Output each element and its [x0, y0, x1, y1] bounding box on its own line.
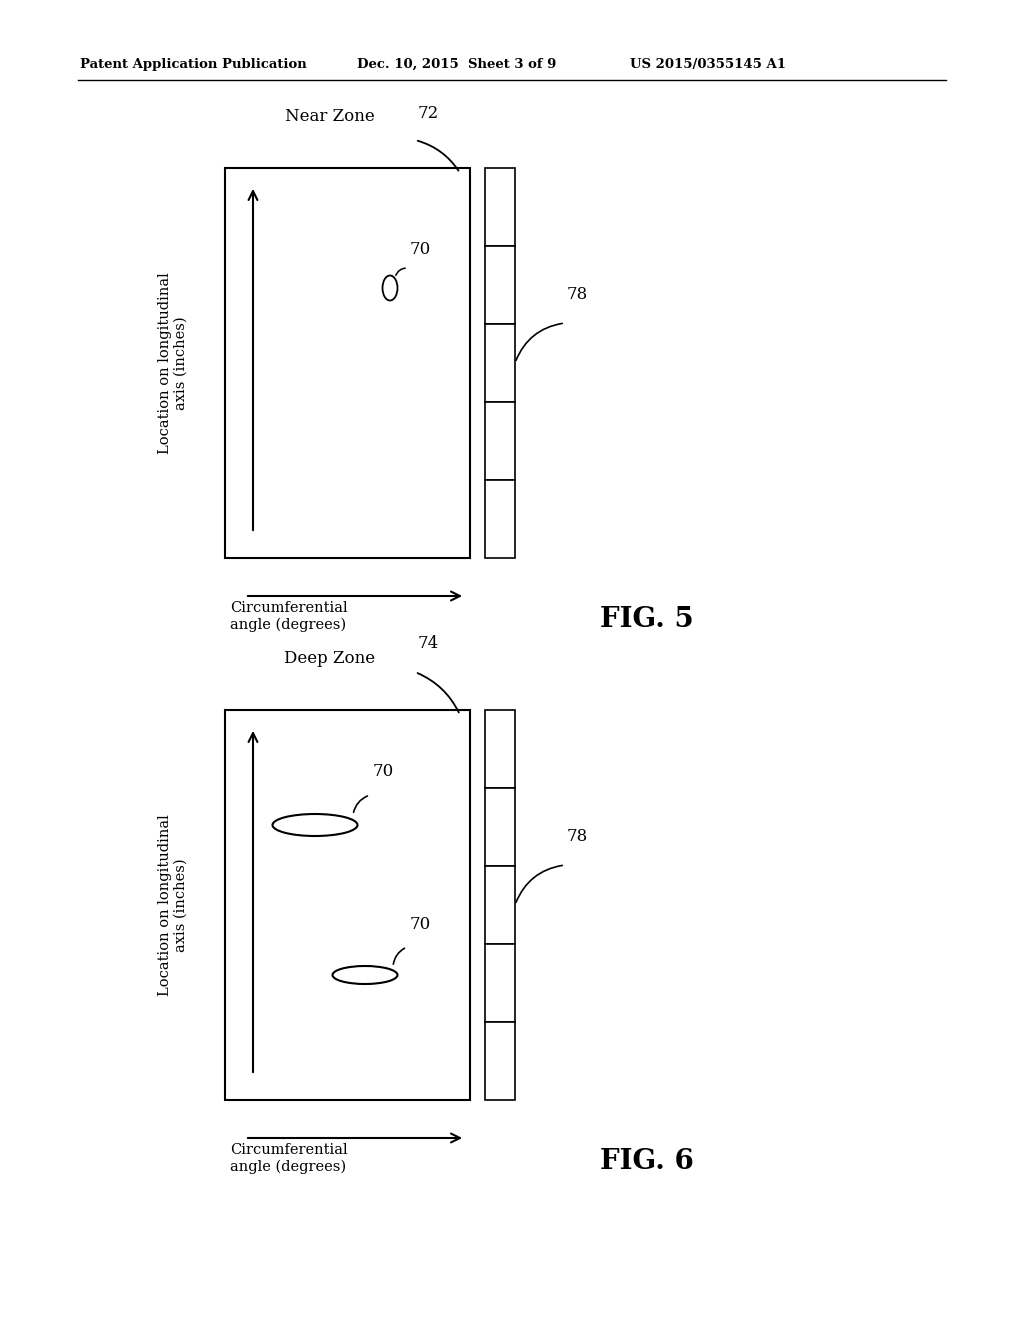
Bar [485, 246, 515, 323]
Text: 74: 74 [418, 635, 439, 652]
Text: Circumferential
angle (degrees): Circumferential angle (degrees) [230, 601, 347, 632]
Text: Dec. 10, 2015  Sheet 3 of 9: Dec. 10, 2015 Sheet 3 of 9 [357, 58, 556, 71]
Text: 70: 70 [373, 763, 394, 780]
Text: 72: 72 [418, 106, 439, 121]
Text: Circumferential
angle (degrees): Circumferential angle (degrees) [230, 1143, 347, 1173]
Bar [225, 168, 470, 558]
Text: 70: 70 [410, 916, 431, 933]
Text: Patent Application Publication: Patent Application Publication [80, 58, 307, 71]
Text: FIG. 6: FIG. 6 [600, 1148, 694, 1175]
Ellipse shape [383, 276, 397, 301]
Bar [225, 710, 470, 1100]
Text: Location on longitudinal
axis (inches): Location on longitudinal axis (inches) [158, 272, 188, 454]
Text: 78: 78 [567, 286, 588, 304]
Bar [485, 403, 515, 480]
Bar [485, 1022, 515, 1100]
Ellipse shape [333, 966, 397, 983]
Text: Location on longitudinal
axis (inches): Location on longitudinal axis (inches) [158, 814, 188, 995]
Text: US 2015/0355145 A1: US 2015/0355145 A1 [630, 58, 786, 71]
Bar [485, 323, 515, 403]
Bar [485, 710, 515, 788]
Bar [485, 168, 515, 246]
Text: Near Zone: Near Zone [285, 108, 375, 125]
Bar [485, 944, 515, 1022]
Bar [485, 788, 515, 866]
Text: 70: 70 [410, 242, 431, 257]
Bar [485, 480, 515, 558]
Text: 78: 78 [567, 828, 588, 845]
Bar [485, 866, 515, 944]
Ellipse shape [272, 814, 357, 836]
Text: FIG. 5: FIG. 5 [600, 606, 693, 634]
Text: Deep Zone: Deep Zone [285, 649, 376, 667]
